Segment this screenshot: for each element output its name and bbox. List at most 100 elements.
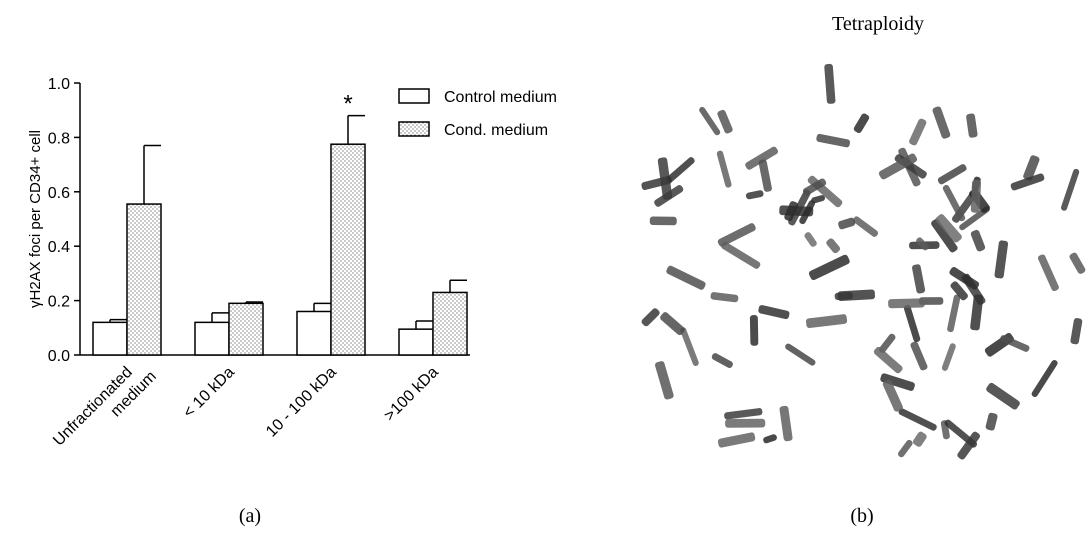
bar-chart: 0.0 0.2 0.4 0.6 0.8 1.0 γH2AX foci per CD34+ c… [27, 76, 557, 464]
chromosome [937, 164, 967, 185]
chromosome [749, 315, 759, 346]
chromosome [852, 216, 879, 237]
chromosome [834, 291, 853, 300]
chromosome [910, 341, 928, 371]
chromosome [879, 333, 896, 353]
chromosome [641, 308, 660, 327]
chromosome [918, 297, 944, 305]
legend-label: Control medium [444, 89, 557, 106]
chromosome [931, 218, 958, 253]
y-axis-label: γH2AX foci per CD34+ cell [27, 130, 44, 308]
chromosome [710, 292, 739, 303]
y-tick-label: 0.8 [48, 130, 70, 147]
chromosome [699, 106, 721, 136]
chromosome [970, 179, 982, 213]
chromosome [654, 185, 684, 207]
chromosome [804, 232, 817, 247]
chromosome [657, 157, 673, 200]
bar [296, 310, 332, 356]
chromosome [716, 150, 732, 188]
legend-label: Cond. medium [444, 122, 548, 139]
chromosome [966, 113, 978, 138]
y-tick-label: 0.2 [48, 294, 70, 311]
chromosome [758, 159, 772, 192]
chromosome [1070, 318, 1083, 345]
chromosome [970, 229, 986, 252]
y-tick-label: 1.0 [48, 76, 70, 93]
chromosome [784, 201, 799, 222]
chromosome [853, 113, 870, 134]
bar [92, 321, 128, 356]
chromosome [949, 267, 980, 290]
chromosome [970, 294, 984, 331]
bar [398, 328, 434, 356]
chromosome [1060, 168, 1080, 211]
chromosome [816, 133, 851, 148]
chromosome [1037, 254, 1059, 292]
chromosome [808, 254, 850, 281]
chromosome [1000, 335, 1030, 352]
chromosome [994, 240, 1009, 279]
chromosome [838, 217, 856, 230]
chromosome [721, 241, 761, 269]
chromosome [805, 314, 848, 329]
x-tick-label: 10 - 100 kDa [263, 364, 340, 441]
chromosome [711, 353, 733, 369]
bar [126, 203, 162, 356]
chromosome [745, 190, 764, 200]
chromosome [912, 431, 927, 447]
chromosome [898, 439, 913, 458]
chromosome [717, 109, 733, 134]
panel-label: (b) [850, 505, 873, 527]
chromosome [1069, 252, 1086, 274]
x-tick-label: Unfractionatedmedium [50, 354, 160, 464]
chromosome [947, 294, 961, 333]
bar [194, 321, 230, 356]
chromosome [909, 118, 927, 146]
chromosome [824, 63, 836, 104]
y-tick-label: 0.6 [48, 185, 70, 202]
chromosome [779, 405, 793, 442]
chromosome [878, 153, 918, 180]
chromosome [724, 408, 763, 420]
annotation: * [343, 91, 352, 118]
chromosome [811, 195, 826, 204]
chromosome [912, 264, 926, 294]
chromosome [903, 304, 921, 343]
chromosome [986, 382, 1020, 410]
chromosome [799, 200, 816, 225]
chromosome [666, 265, 706, 290]
chromosome [957, 431, 981, 460]
chromosome [916, 237, 929, 251]
x-tick-label: < 10 kDa [180, 364, 238, 422]
chromosome [898, 408, 937, 431]
chromosome [882, 379, 903, 412]
chromosome [763, 434, 777, 444]
chromosome [942, 184, 966, 222]
chromosome [873, 346, 903, 374]
chromosome [725, 418, 766, 428]
legend-swatch [398, 88, 430, 104]
legend-swatch [398, 121, 430, 137]
chromosome [888, 298, 925, 309]
chromosome [880, 373, 915, 391]
bar [432, 291, 468, 356]
chromosome [802, 178, 827, 196]
x-tick-label: >100 kDa [381, 364, 442, 425]
chromosome [785, 343, 816, 366]
chromosome [826, 238, 841, 254]
chromosome [935, 214, 962, 243]
micrograph [641, 63, 1086, 460]
chromosome [666, 157, 695, 183]
panel-label: (a) [239, 505, 261, 527]
chromosome [680, 327, 699, 366]
y-tick-label: 0.4 [48, 239, 70, 256]
y-tick-label: 0.0 [48, 348, 70, 365]
image-title: Tetraploidy [832, 13, 924, 35]
chromosome [758, 305, 790, 320]
chromosome [717, 432, 756, 448]
bar [228, 302, 264, 356]
chromosome [660, 312, 685, 336]
chromosome [717, 223, 756, 247]
